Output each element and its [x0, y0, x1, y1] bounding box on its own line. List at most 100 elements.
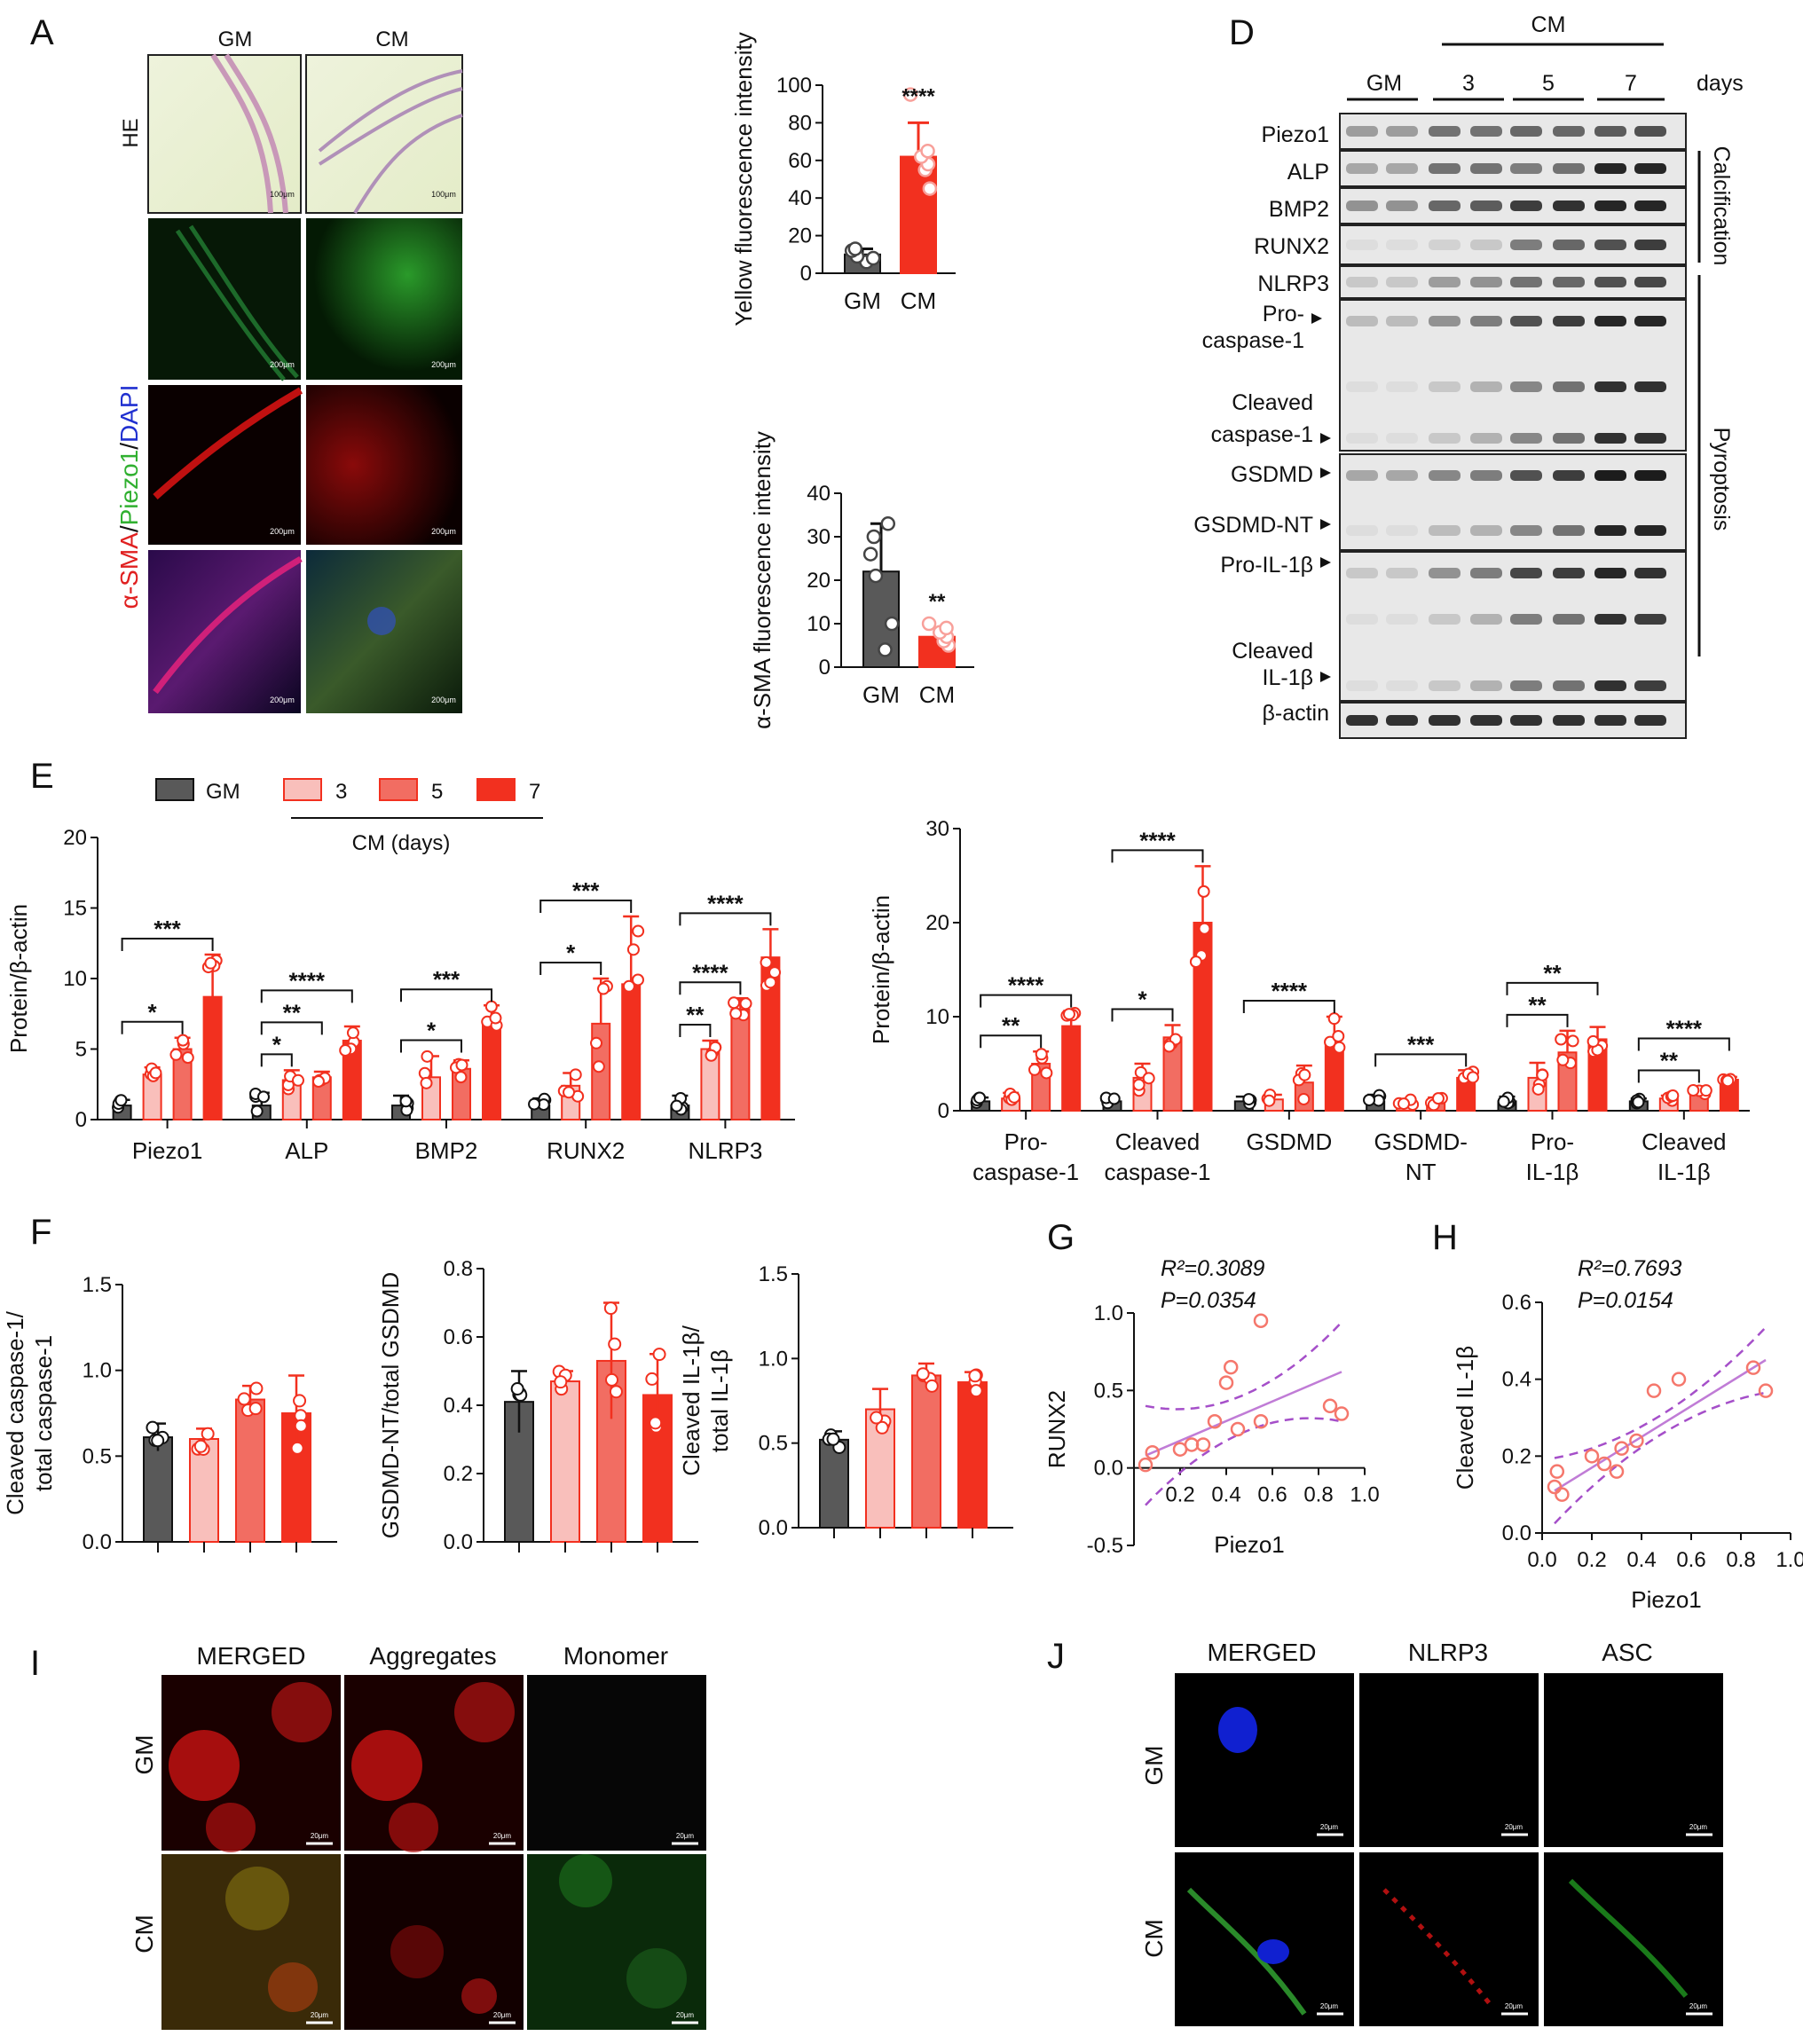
chart-H-xlabel: Piezo1 — [1631, 1586, 1702, 1613]
chart-E2-sig-1-1: **** — [1139, 827, 1176, 853]
wb-band-caspase1-2-6 — [1594, 433, 1626, 444]
wb-band-gsdmd-0-1 — [1386, 470, 1418, 481]
chart-E1-point-3-2-2 — [592, 1060, 605, 1073]
chart-E2-point-4-1-2 — [1536, 1068, 1549, 1081]
chart-F2-ytick-label-4: 0.8 — [444, 1257, 473, 1281]
wb-band-il1b-2-5 — [1553, 680, 1585, 691]
chart-F3-ylabel-1: total IL-1β — [706, 1349, 733, 1452]
chart-E2-point-3-1-3 — [1398, 1097, 1411, 1111]
chart-E2-point-1-3-3 — [1197, 884, 1210, 898]
chart-C-ytick-label-4: 40 — [807, 482, 831, 506]
wb-label-procasp-1: Pro- — [1263, 302, 1304, 326]
chart-E1-point-3-1-3 — [563, 1086, 576, 1099]
chart-H-point-4 — [1596, 1456, 1612, 1472]
chart-F1-point-1-0 — [201, 1427, 215, 1441]
chart-H-point-8 — [1646, 1383, 1662, 1398]
chart-E1-point-2-3-0 — [484, 1000, 498, 1013]
chart-F2-ytick-label-2: 0.4 — [444, 1394, 473, 1418]
chart-G-ytick-label-3: 1.0 — [1094, 1301, 1123, 1325]
wb-label-runx2: RUNX2 — [1254, 234, 1329, 259]
chart-G-xtick-label-1: 0.4 — [1211, 1483, 1240, 1507]
wb-band-gsdmd-1-5 — [1553, 525, 1585, 536]
wb-band-nlrp3-0-3 — [1470, 277, 1502, 287]
wb-label-procasp-2: caspase-1 — [1202, 328, 1304, 353]
chart-E2-bracket-5-1 — [1637, 1037, 1730, 1051]
wb-band-runx2-0-5 — [1553, 240, 1585, 250]
chart-E2-sig-4-1: ** — [1543, 960, 1562, 987]
chart-E1-point-2-1-1 — [418, 1066, 431, 1080]
chart-E1-bracket-1-2 — [260, 989, 353, 1003]
chart-E2-sig-1-0: * — [1138, 987, 1147, 1013]
chart-f1: 0.0 0.5 1.0 1.5 Cleaved caspase-1/total casp… — [2, 1273, 337, 1554]
chart-B-ytick-label-0: 0 — [800, 262, 812, 286]
wb-label-clcasp-2: caspase-1 — [1211, 422, 1313, 447]
chart-E1-xtick-label-0: Piezo1 — [132, 1137, 203, 1164]
chart-E1-bracket-0-1 — [121, 937, 214, 951]
wb-band-caspase1-0-3 — [1470, 316, 1502, 326]
wb-band-caspase1-0-7 — [1634, 316, 1666, 326]
wb-band-il1b-2-7 — [1634, 680, 1666, 691]
chart-F1-point-3-2 — [290, 1441, 304, 1455]
chart-E1-point-4-0-3 — [670, 1099, 683, 1112]
wb-band-caspase1-2-1 — [1386, 433, 1418, 444]
wb-band-b-actin-0-5 — [1553, 715, 1585, 726]
wb-band-gsdmd-0-5 — [1553, 470, 1585, 481]
chart-F3-ytick-label-0: 0.0 — [759, 1516, 788, 1540]
wb-band-il1b-0-4 — [1510, 568, 1542, 578]
chart-E1-bracket-4-2 — [679, 912, 772, 926]
chart-E2-ytick-label-2: 20 — [925, 911, 949, 935]
i-col-merged: MERGED — [197, 1642, 306, 1670]
wb-band-piezo1-0-3 — [1470, 126, 1502, 137]
chart-E1-sig-1-1: ** — [283, 999, 302, 1026]
i-row-cm: CM — [130, 1914, 158, 1954]
j-asc-gm — [1544, 1673, 1723, 1847]
asma-image-cm — [306, 385, 462, 545]
chart-E2-point-0-2-1 — [1035, 1048, 1048, 1061]
chart-F1-point-2-3 — [249, 1381, 264, 1395]
wb-band-alp-0-5 — [1553, 163, 1585, 174]
chart-F3-ytick-label-2: 1.0 — [759, 1347, 788, 1371]
chart-E2-bracket-5-0 — [1637, 1069, 1700, 1083]
wb-band-caspase1-1-0 — [1346, 381, 1378, 392]
chart-F2-point-2-3 — [609, 1385, 623, 1399]
chart-E1-bracket-0-0 — [121, 1020, 184, 1034]
wb-band-gsdmd-1-3 — [1470, 525, 1502, 536]
scale-text-4: 200μm — [431, 360, 456, 369]
chart-E2-point-3-0-3 — [1363, 1093, 1376, 1106]
wb-band-il1b-2-6 — [1594, 680, 1626, 691]
chart-E1-bracket-4-1 — [679, 981, 742, 995]
chart-E1-bracket-1-0 — [260, 1053, 293, 1067]
wb-lane-7: 7 — [1625, 71, 1637, 96]
panel-e-legend: E GM 3 5 7 CM (days) — [30, 757, 543, 855]
j-merged-gm — [1175, 1673, 1354, 1847]
chart-F3-ytick-label-1: 0.5 — [759, 1432, 788, 1456]
chart-E1-point-2-1-3 — [420, 1076, 433, 1089]
chart-F2-point-3-3 — [652, 1348, 666, 1362]
chart-E1-sig-4-0: ** — [686, 1002, 705, 1028]
chart-E1-point-1-0-3 — [257, 1090, 271, 1104]
wb-band-gsdmd-1-1 — [1386, 525, 1418, 536]
chart-F2-point-2-2 — [608, 1337, 622, 1351]
wb-band-il1b-0-5 — [1553, 568, 1585, 578]
wb-band-caspase1-2-2 — [1429, 433, 1461, 444]
wb-band-caspase1-1-5 — [1553, 381, 1585, 392]
chart-E2-point-0-2-2 — [1040, 1066, 1053, 1080]
scale-text-5: 200μm — [270, 527, 295, 536]
chart-F3-point-3-3 — [968, 1369, 982, 1383]
chart-C-ytick-label-0: 0 — [819, 656, 831, 680]
chart-E1-point-2-2-3 — [454, 1071, 468, 1084]
wb-label-gsdmd-nt: GSDMD-NT — [1193, 513, 1313, 538]
chart-F1-bar-2 — [235, 1398, 265, 1543]
chart-E1-point-3-2-3 — [597, 982, 610, 995]
wb-band-b-actin-0-0 — [1346, 715, 1378, 726]
chart-E2-point-5-2-3 — [1687, 1083, 1700, 1097]
wb-band-b-actin-0-4 — [1510, 715, 1542, 726]
chart-G-xtick-label-3: 0.8 — [1303, 1483, 1333, 1507]
chart-G-ylabel: RUNX2 — [1043, 1390, 1070, 1468]
chart-C-point-0-2 — [868, 568, 884, 584]
chart-E1-bracket-4-0 — [679, 1023, 712, 1037]
legend-label-3: 3 — [335, 780, 347, 804]
wb-band-bmp2-0-3 — [1470, 200, 1502, 211]
chart-E1-point-0-2-1 — [177, 1034, 190, 1047]
